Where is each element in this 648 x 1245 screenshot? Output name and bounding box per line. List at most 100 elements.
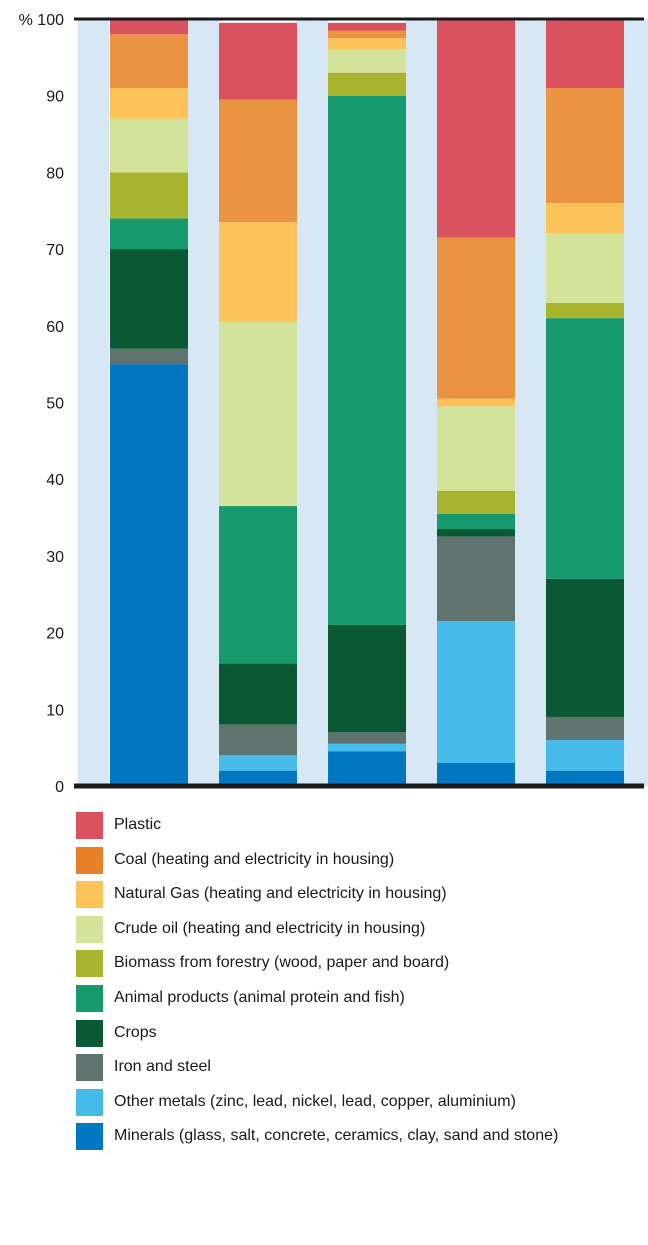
bar-segment-c0-s9 xyxy=(110,19,188,35)
y-tick-label-60: 60 xyxy=(46,319,64,336)
bar-segment-c4-s8 xyxy=(546,88,624,204)
bar-segment-c4-s4 xyxy=(546,318,624,579)
bar-segment-c4-s7 xyxy=(546,203,624,234)
y-tick-label-80: 80 xyxy=(46,165,64,182)
y-tick-label-10: 10 xyxy=(46,702,64,719)
y-tick-label-90: 90 xyxy=(46,89,64,106)
bar-segment-c2-s7 xyxy=(328,38,406,50)
bar-segment-c0-s4 xyxy=(110,218,188,250)
y-tick-label-50: 50 xyxy=(46,396,64,413)
legend-label: Minerals (glass, salt, concrete, ceramic… xyxy=(114,1127,559,1145)
legend-item: Coal (heating and electricity in housing… xyxy=(76,846,646,874)
bar-segment-c4-s3 xyxy=(546,578,624,717)
legend-item: Animal products (animal protein and fish… xyxy=(76,984,646,1012)
legend-item: Other metals (zinc, lead, nickel, lead, … xyxy=(76,1088,646,1116)
legend-swatch xyxy=(76,1054,103,1082)
bar-segment-c3-s8 xyxy=(437,237,515,399)
bar-segment-c1-s1 xyxy=(219,755,297,771)
legend: Plastic Coal (heating and electricity in … xyxy=(76,812,646,1158)
legend-label: Plastic xyxy=(114,816,162,833)
bar-segment-c3-s5 xyxy=(437,490,515,514)
category-label-0: Consumptionby mass xyxy=(104,799,194,800)
legend-swatch xyxy=(76,950,103,978)
bar-segment-c4-s6 xyxy=(546,233,624,303)
bar-segment-c3-s6 xyxy=(437,406,515,491)
legend-swatch xyxy=(76,1019,103,1047)
bar-segment-c3-s1 xyxy=(437,621,515,763)
y-tick-label-40: 40 xyxy=(46,472,64,489)
legend-item: Crops xyxy=(76,1019,646,1047)
stacked-bar-chart: 0 10 20 30 40 50 60 70 80 90 % 100 Consumptionby m… xyxy=(19,12,648,800)
bar-segment-c2-s4 xyxy=(328,95,406,625)
bar-segment-c2-s1 xyxy=(328,743,406,752)
legend-item: Biomass from forestry (wood, paper and b… xyxy=(76,950,646,978)
background-band-2 xyxy=(296,19,329,786)
bar-segment-c3-s3 xyxy=(437,529,515,537)
legend-swatch xyxy=(76,915,103,943)
bar-segment-c2-s3 xyxy=(328,624,406,733)
axes xyxy=(74,17,644,789)
bar-segment-c1-s6 xyxy=(219,321,297,507)
bar-segment-c1-s9 xyxy=(219,22,297,100)
background-band-5 xyxy=(623,19,648,786)
legend-item: Minerals (glass, salt, concrete, ceramic… xyxy=(76,1123,646,1151)
bar-segment-c3-s2 xyxy=(437,536,515,622)
bar-segment-c0-s7 xyxy=(110,88,188,119)
legend-item: Crude oil (heating and electricity in ho… xyxy=(76,915,646,943)
bar-segment-c1-s8 xyxy=(219,99,297,223)
y-tick-label-100: % 100 xyxy=(19,12,64,29)
legend-label: Iron and steel xyxy=(114,1058,211,1076)
bar-segment-c4-s9 xyxy=(546,19,624,89)
legend-label: Crops xyxy=(114,1023,157,1041)
legend-swatch xyxy=(76,846,103,874)
bar-segment-c0-s0 xyxy=(110,364,188,786)
bar-stacks xyxy=(110,19,624,786)
bar-segment-c1-s2 xyxy=(219,724,297,756)
y-tick-label-70: 70 xyxy=(46,242,64,259)
category-label-1: Globalwarmingpotential xyxy=(228,799,287,800)
bar-segment-c2-s6 xyxy=(328,49,406,73)
bar-segment-c0-s3 xyxy=(110,249,188,349)
bar-segment-c2-s0 xyxy=(328,751,406,786)
bar-segment-c1-s3 xyxy=(219,663,297,725)
bar-segment-c1-s0 xyxy=(219,770,297,786)
legend-label: Biomass from forestry (wood, paper and b… xyxy=(114,954,450,972)
category-label-4: Environmentallyweightedmaterialconsumpti… xyxy=(531,799,640,800)
bar-segment-c0-s6 xyxy=(110,118,188,173)
bar-segment-c2-s2 xyxy=(328,732,406,744)
bar-segment-c1-s4 xyxy=(219,506,297,664)
legend-label: Crude oil (heating and electricity in ho… xyxy=(114,919,426,937)
legend-swatch xyxy=(76,1088,103,1116)
background-band-0 xyxy=(77,19,110,786)
legend-label: Natural Gas (heating and electricity in … xyxy=(114,885,447,903)
bar-segment-c1-s7 xyxy=(219,222,297,322)
bar-segment-c4-s1 xyxy=(546,739,624,771)
legend-swatch xyxy=(76,984,103,1012)
bar-segment-c4-s5 xyxy=(546,302,624,319)
bar-segment-c0-s8 xyxy=(110,34,188,89)
legend-swatch xyxy=(76,1123,103,1151)
legend-label: Coal (heating and electricity in housing… xyxy=(114,850,395,868)
bar-segment-c4-s0 xyxy=(546,770,624,786)
legend-swatch xyxy=(76,881,103,909)
y-tick-label-20: 20 xyxy=(46,626,64,643)
y-tick-labels: 0 10 20 30 40 50 60 70 80 90 % 100 xyxy=(19,12,64,796)
y-tick-label-30: 30 xyxy=(46,549,64,566)
bar-segment-c0-s2 xyxy=(110,348,188,365)
legend-item: Plastic xyxy=(76,812,646,839)
legend-label: Other metals (zinc, lead, nickel, lead, … xyxy=(114,1092,516,1110)
background-bands xyxy=(77,19,648,786)
bar-segment-c2-s5 xyxy=(328,72,406,96)
bar-segment-c0-s5 xyxy=(110,172,188,219)
bar-segment-c4-s2 xyxy=(546,716,624,740)
y-tick-label-0: 0 xyxy=(55,779,64,796)
background-band-3 xyxy=(405,19,438,786)
bar-segment-c2-s8 xyxy=(328,30,406,39)
category-label-3: Humantoxicity xyxy=(451,799,500,800)
bar-segment-c2-s9 xyxy=(328,22,406,31)
bar-segment-c3-s4 xyxy=(437,513,515,530)
bar-segment-c3-s0 xyxy=(437,762,515,786)
background-band-4 xyxy=(514,19,547,786)
legend-item: Natural Gas (heating and electricity in … xyxy=(76,881,646,909)
category-labels: Consumptionby mass Globalwarmingpotential… xyxy=(104,799,640,800)
